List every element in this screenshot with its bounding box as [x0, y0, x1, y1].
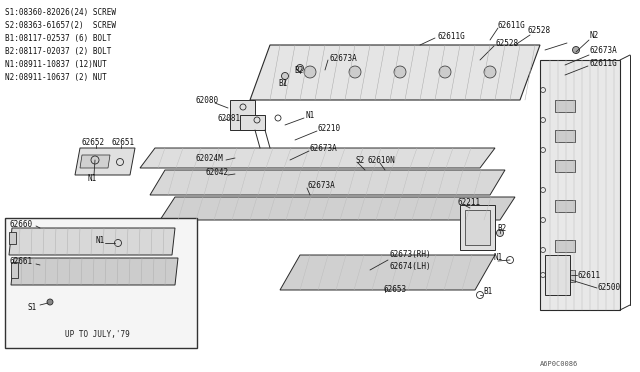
- Polygon shape: [9, 232, 16, 244]
- Bar: [5, 218, 197, 348]
- Text: 62042: 62042: [206, 167, 229, 176]
- Text: S1: S1: [28, 302, 37, 311]
- Polygon shape: [545, 255, 570, 295]
- Text: 62653: 62653: [383, 285, 406, 295]
- Text: S2: S2: [355, 155, 364, 164]
- Circle shape: [439, 66, 451, 78]
- Text: 62611G: 62611G: [498, 20, 525, 29]
- Text: 62673A: 62673A: [308, 180, 336, 189]
- Text: N1: N1: [305, 110, 314, 119]
- Text: 62211: 62211: [458, 198, 481, 206]
- Polygon shape: [465, 210, 490, 245]
- Text: 62673(RH): 62673(RH): [390, 250, 431, 260]
- Circle shape: [394, 66, 406, 78]
- Text: 62528: 62528: [527, 26, 550, 35]
- Text: B2: B2: [294, 65, 303, 74]
- Text: 62528: 62528: [495, 38, 518, 48]
- Text: N1:08911-10837 (12)NUT: N1:08911-10837 (12)NUT: [5, 60, 107, 68]
- Text: UP TO JULY,'79: UP TO JULY,'79: [65, 330, 130, 340]
- Text: 62210: 62210: [318, 124, 341, 132]
- Text: B1:08117-02537 (6) BOLT: B1:08117-02537 (6) BOLT: [5, 33, 111, 42]
- Polygon shape: [160, 197, 515, 220]
- Polygon shape: [540, 60, 620, 310]
- Polygon shape: [280, 255, 495, 290]
- Text: N1: N1: [493, 253, 502, 263]
- Text: 62673A: 62673A: [310, 144, 338, 153]
- Circle shape: [296, 64, 303, 71]
- Text: 62652: 62652: [82, 138, 105, 147]
- Polygon shape: [140, 148, 495, 168]
- Text: 62611G: 62611G: [437, 32, 465, 41]
- Text: 62610N: 62610N: [368, 155, 396, 164]
- Text: 62080: 62080: [196, 96, 219, 105]
- Polygon shape: [460, 205, 495, 250]
- Polygon shape: [80, 155, 110, 168]
- Polygon shape: [555, 200, 575, 212]
- Text: 62081: 62081: [218, 113, 241, 122]
- Text: N2: N2: [590, 31, 599, 39]
- Text: B1: B1: [278, 78, 287, 87]
- Polygon shape: [11, 262, 18, 278]
- Polygon shape: [555, 100, 575, 112]
- Polygon shape: [555, 160, 575, 172]
- Polygon shape: [9, 228, 175, 255]
- Polygon shape: [250, 45, 540, 100]
- Polygon shape: [555, 130, 575, 142]
- Polygon shape: [11, 258, 178, 285]
- Polygon shape: [230, 100, 255, 130]
- Circle shape: [497, 230, 504, 237]
- Text: 62673A: 62673A: [590, 45, 618, 55]
- Text: 62024M: 62024M: [195, 154, 223, 163]
- Circle shape: [47, 299, 53, 305]
- Text: 62651: 62651: [112, 138, 135, 147]
- Text: S2:08363-61657(2)  SCREW: S2:08363-61657(2) SCREW: [5, 20, 116, 29]
- Text: 62673A: 62673A: [330, 54, 358, 62]
- Text: 62611: 62611: [578, 270, 601, 279]
- Text: 62660: 62660: [10, 219, 33, 228]
- Circle shape: [573, 46, 579, 54]
- Polygon shape: [240, 115, 265, 130]
- Text: N1: N1: [88, 173, 97, 183]
- Text: 62661: 62661: [10, 257, 33, 266]
- Text: S1:08360-82026(24) SCREW: S1:08360-82026(24) SCREW: [5, 7, 116, 16]
- Circle shape: [484, 66, 496, 78]
- Polygon shape: [555, 270, 575, 282]
- Text: N2:08911-10637 (2) NUT: N2:08911-10637 (2) NUT: [5, 73, 107, 81]
- Text: 62611G: 62611G: [590, 58, 618, 67]
- Polygon shape: [75, 148, 135, 175]
- Circle shape: [282, 73, 289, 80]
- Circle shape: [349, 66, 361, 78]
- Text: B2:08117-02037 (2) BOLT: B2:08117-02037 (2) BOLT: [5, 46, 111, 55]
- Text: N1: N1: [96, 235, 105, 244]
- Text: 62674(LH): 62674(LH): [390, 262, 431, 270]
- Text: 62500: 62500: [598, 283, 621, 292]
- Circle shape: [304, 66, 316, 78]
- Text: B1: B1: [483, 288, 492, 296]
- Polygon shape: [150, 170, 505, 195]
- Text: A6P0C0086: A6P0C0086: [540, 361, 579, 367]
- Text: B2: B2: [497, 224, 506, 232]
- Polygon shape: [555, 240, 575, 252]
